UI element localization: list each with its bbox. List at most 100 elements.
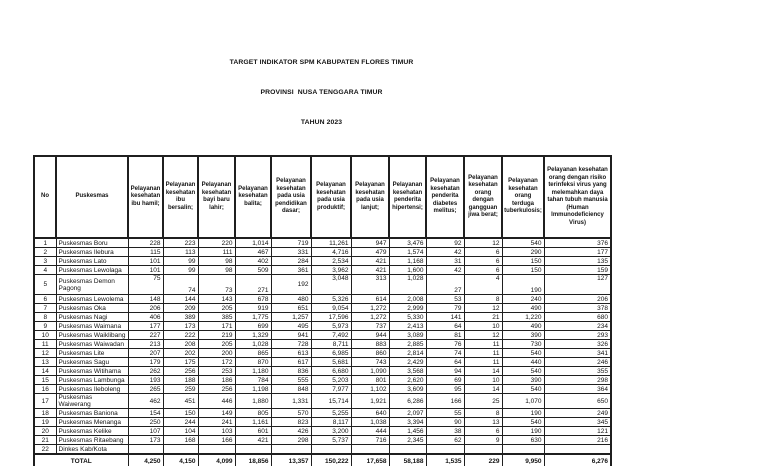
puskesmas-name-cell: Puskesmas Ileboleng — [55, 384, 129, 394]
value-cell: 2,534 — [310, 256, 352, 266]
puskesmas-name-cell: Puskesmas Sagu — [55, 357, 129, 367]
value-cell: 175 — [162, 357, 199, 367]
value-cell: 193 — [127, 375, 164, 385]
puskesmas-name-cell: Puskesmas Demon Pagong — [55, 274, 129, 295]
table-row: 5 Puskesmas Demon Pagong 75 74 73 271 192 3,048… — [33, 274, 612, 295]
value-cell: 208 — [162, 339, 199, 349]
value-cell: 227 — [127, 330, 164, 340]
value-cell: 12 — [463, 330, 503, 340]
value-cell: 101 — [127, 265, 164, 275]
value-cell: 1,014 — [234, 237, 272, 248]
value-cell: 21 — [463, 312, 503, 322]
header-row: No Puskesmas Pelayanan kesehatan ibu hamil… — [33, 155, 612, 239]
total-value-cell: 1,535 — [425, 453, 465, 466]
value-cell: 234 — [543, 321, 612, 331]
row-number-cell: 18 — [33, 408, 57, 418]
puskesmas-name-cell: Puskesmas Lewolema — [55, 294, 129, 304]
puskesmas-name-cell: Dinkes Kab/Kota — [55, 444, 129, 455]
value-cell: 1,329 — [234, 330, 272, 340]
value-cell: 14 — [463, 366, 503, 376]
value-cell — [388, 444, 427, 455]
value-cell: 73 — [197, 274, 236, 295]
value-cell: 207 — [127, 348, 164, 358]
value-cell: 177 — [127, 321, 164, 331]
row-number-cell: 12 — [33, 348, 57, 358]
value-cell — [425, 444, 465, 455]
row-number-cell: 21 — [33, 435, 57, 445]
total-value-cell: 4,150 — [162, 453, 199, 466]
table-row: 1 Puskesmas Boru 228 223 220 1,014 719 11,261 94… — [33, 237, 612, 248]
puskesmas-name-cell: Puskesmas Baniona — [55, 408, 129, 418]
value-cell: 376 — [543, 237, 612, 248]
value-cell: 76 — [425, 339, 465, 349]
value-cell: 213 — [127, 339, 164, 349]
value-cell: 271 — [234, 274, 272, 295]
value-cell: 205 — [197, 303, 236, 313]
value-cell: 240 — [501, 294, 545, 304]
table-body: 1 Puskesmas Boru 228 223 220 1,014 719 11,261 94… — [33, 237, 612, 466]
value-cell: 540 — [501, 417, 545, 427]
value-cell: 192 — [270, 274, 312, 295]
value-cell: 509 — [234, 265, 272, 275]
value-cell: 462 — [127, 393, 164, 409]
value-cell: 326 — [543, 339, 612, 349]
value-cell: 540 — [501, 366, 545, 376]
value-cell: 947 — [350, 237, 390, 248]
row-number-cell: 14 — [33, 366, 57, 376]
puskesmas-name-cell: Puskesmas Lewolaga — [55, 265, 129, 275]
value-cell: 3,476 — [388, 237, 427, 248]
value-cell: 1,456 — [388, 426, 427, 436]
value-cell: 480 — [270, 294, 312, 304]
value-cell: 55 — [425, 408, 465, 418]
value-cell — [127, 444, 164, 455]
value-cell — [463, 444, 503, 455]
row-number-cell: 19 — [33, 417, 57, 427]
table-row: 6 Puskesmas Lewolema 148 144 143 678 480 5,326 6… — [33, 294, 612, 304]
column-header: Pelayanan kesehatan ibu bersalin; — [162, 155, 199, 239]
value-cell: 149 — [197, 408, 236, 418]
value-cell: 6,286 — [388, 393, 427, 409]
value-cell: 115 — [127, 247, 164, 257]
puskesmas-name-cell: Puskesmas Waiwerang — [55, 393, 129, 409]
value-cell: 42 — [425, 265, 465, 275]
value-cell — [234, 444, 272, 455]
value-cell: 3,089 — [388, 330, 427, 340]
row-number-cell: 15 — [33, 375, 57, 385]
puskesmas-name-cell: Puskesmas Witihama — [55, 366, 129, 376]
value-cell: 222 — [162, 330, 199, 340]
table-row: 18 Puskesmas Baniona 154 150 149 805 570 5,255 6… — [33, 408, 612, 418]
row-number-cell: 1 — [33, 237, 57, 248]
value-cell: 540 — [501, 384, 545, 394]
value-cell: 11,261 — [310, 237, 352, 248]
value-cell: 150 — [162, 408, 199, 418]
puskesmas-name-cell: Puskesmas Waiwadan — [55, 339, 129, 349]
value-cell: 25 — [463, 393, 503, 409]
value-cell: 1,331 — [270, 393, 312, 409]
value-cell: 9 — [463, 435, 503, 445]
value-cell: 944 — [350, 330, 390, 340]
value-cell: 15,714 — [310, 393, 352, 409]
column-header: Pelayanan kesehatan ibu hamil; — [127, 155, 164, 239]
value-cell: 490 — [501, 321, 545, 331]
value-cell: 614 — [350, 294, 390, 304]
value-cell: 8 — [463, 408, 503, 418]
puskesmas-name-cell: Puskesmas Menanga — [55, 417, 129, 427]
value-cell: 801 — [350, 375, 390, 385]
value-cell: 293 — [543, 330, 612, 340]
value-cell: 678 — [234, 294, 272, 304]
value-cell: 1,028 — [388, 274, 427, 295]
value-cell: 444 — [350, 426, 390, 436]
table-row: 7 Puskesmas Oka 206 209 205 919 651 9,054 1,272 2… — [33, 303, 612, 313]
value-cell: 64 — [425, 321, 465, 331]
value-cell: 10 — [463, 375, 503, 385]
column-header: No — [33, 155, 57, 239]
row-number-cell: 9 — [33, 321, 57, 331]
value-cell: 617 — [270, 357, 312, 367]
value-cell: 42 — [425, 247, 465, 257]
value-cell: 860 — [350, 348, 390, 358]
value-cell: 3,048 — [310, 274, 352, 295]
value-cell: 6,680 — [310, 366, 352, 376]
title-line-1: TARGET INDIKATOR SPM KABUPATEN FLORES TI… — [229, 59, 414, 66]
value-cell: 446 — [197, 393, 236, 409]
value-cell: 8 — [463, 294, 503, 304]
